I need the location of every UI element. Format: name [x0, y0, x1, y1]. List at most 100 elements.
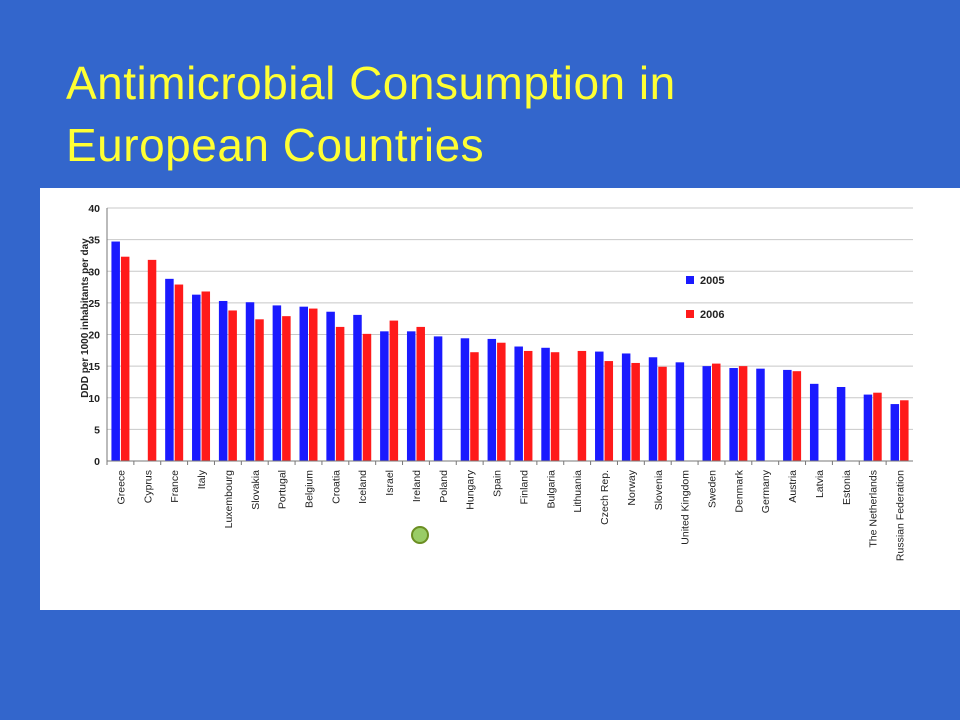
bar-2005: [299, 306, 308, 461]
x-tick-label: Belgium: [304, 470, 316, 508]
x-tick-label: Italy: [196, 469, 208, 489]
legend-swatch-2005: [686, 276, 694, 284]
bar-2006: [712, 363, 721, 461]
x-tick-label: Norway: [626, 469, 638, 505]
x-tick-label: Austria: [787, 470, 799, 503]
x-tick-label: Denmark: [733, 469, 745, 512]
bar-2006: [577, 350, 587, 461]
axes: [106, 208, 913, 465]
y-tick-label: 0: [94, 456, 100, 468]
bar-2006: [255, 319, 264, 461]
slide-title: Antimicrobial Consumption in European Co…: [66, 52, 886, 176]
bar-2005: [406, 331, 416, 461]
bar-2005: [353, 314, 362, 461]
bar-2006: [282, 316, 291, 461]
bar-2005: [621, 353, 631, 461]
bar-2006: [174, 284, 184, 461]
slide-title-line-2: European Countries: [66, 119, 485, 171]
y-tick-label: 35: [88, 235, 100, 247]
x-tick-label: Russian Federation: [895, 470, 907, 561]
bar-2005: [111, 241, 120, 461]
x-tick-label: Cyprus: [142, 470, 154, 503]
y-tick-label: 40: [88, 203, 100, 215]
x-tick-label: Sweden: [707, 470, 719, 508]
slide-title-line-1: Antimicrobial Consumption in: [66, 57, 676, 109]
bar-2006: [604, 361, 614, 461]
bar-2006: [738, 366, 748, 461]
y-tick-label: 20: [88, 330, 100, 342]
bar-2005: [460, 338, 470, 461]
x-tick-label: Slovenia: [653, 470, 665, 510]
bar-2006: [389, 320, 399, 461]
bar-2005: [218, 300, 228, 461]
y-tick-label: 15: [88, 361, 100, 373]
bars: [111, 241, 909, 461]
y-tick-labels: 0 5 10 15 20 25 30 35 40: [88, 203, 100, 468]
bar-2006: [228, 310, 237, 461]
bar-2006: [658, 366, 667, 461]
bar-2006: [631, 362, 640, 461]
x-tick-label: Spain: [492, 470, 504, 497]
x-tick-label: United Kingdom: [680, 470, 692, 545]
y-axis-label: DDD per 1000 inhabitants per day: [80, 238, 91, 398]
x-tick-label: Finland: [518, 470, 530, 505]
x-tick-label: Luxembourg: [223, 470, 235, 529]
bar-2006: [309, 308, 318, 461]
bar-2005: [595, 351, 604, 461]
bar-2006: [335, 326, 345, 461]
bar-2005: [192, 294, 201, 461]
bar-2005: [729, 368, 738, 461]
y-tick-label: 10: [88, 393, 100, 405]
bar-2006: [900, 400, 909, 461]
bar-2005: [541, 347, 550, 461]
x-tick-label: Estonia: [841, 470, 853, 505]
x-tick-label: Czech Rep.: [599, 470, 611, 525]
x-tick-label: Germany: [760, 469, 772, 513]
x-tick-label: Portugal: [277, 470, 289, 509]
gridlines: [107, 207, 913, 430]
x-tick-label: Latvia: [814, 470, 826, 498]
bar-2005: [514, 346, 523, 461]
bar-2005: [245, 302, 255, 461]
bar-2005: [165, 278, 174, 461]
x-tick-label: Croatia: [330, 470, 342, 504]
bar-2006: [523, 350, 533, 461]
bar-2005: [890, 404, 900, 461]
x-tick-label: Iceland: [357, 470, 369, 504]
y-tick-label: 5: [94, 424, 100, 436]
bar-2006: [147, 259, 157, 461]
bar-2006: [497, 342, 506, 461]
x-tick-label: Hungary: [465, 469, 477, 509]
bar-2005: [756, 368, 765, 461]
bar-2005: [380, 331, 389, 461]
bar-2005: [702, 366, 711, 461]
y-tick-label: 30: [88, 266, 100, 278]
legend-label: 2006: [700, 309, 724, 321]
bar-2006: [470, 352, 479, 461]
bar-2005: [809, 383, 819, 461]
bar-2005: [675, 362, 685, 461]
chart-panel: 0 5 10 15 20 25 30 35 40 Greece Cyprus France Italy…: [40, 188, 960, 610]
bar-2005: [326, 311, 335, 461]
bar-2005: [648, 357, 658, 461]
bar-2006: [201, 291, 211, 461]
bar-2006: [416, 326, 425, 461]
x-tick-label: Lithuania: [572, 470, 584, 513]
bar-2005: [487, 338, 497, 461]
bar-2005: [836, 386, 846, 461]
y-tick-label: 25: [88, 298, 100, 310]
bar-2005: [433, 336, 443, 461]
x-tick-label: Slovakia: [250, 470, 262, 510]
x-tick-label: Ireland: [411, 470, 423, 502]
x-tick-label: France: [169, 470, 181, 503]
bar-2005: [272, 305, 282, 461]
bar-2006: [120, 256, 130, 461]
bar-chart: 0 5 10 15 20 25 30 35 40 Greece Cyprus France Italy…: [80, 203, 913, 561]
bar-2006: [550, 352, 560, 461]
x-tick-label: Israel: [384, 470, 396, 496]
legend: 2005 2006: [686, 275, 724, 321]
bar-2006: [792, 371, 802, 461]
bar-2005: [783, 369, 792, 461]
bar-2006: [362, 333, 372, 461]
x-tick-labels: Greece Cyprus France Italy Luxembourg Slovaki…: [115, 469, 906, 561]
